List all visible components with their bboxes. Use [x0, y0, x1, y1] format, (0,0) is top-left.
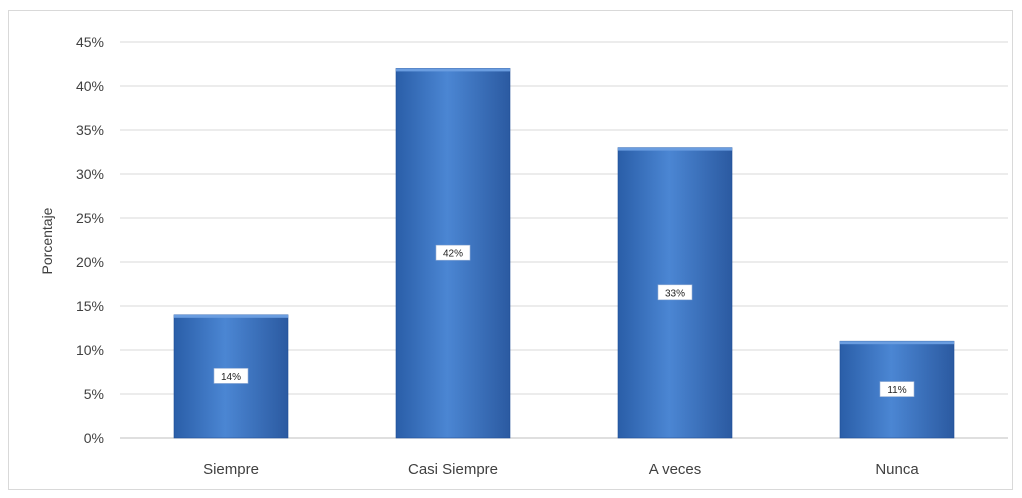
- y-tick-label: 35%: [76, 122, 104, 138]
- y-tick-label: 20%: [76, 254, 104, 270]
- data-label: 33%: [665, 288, 685, 299]
- y-tick-label: 0%: [84, 430, 104, 446]
- y-tick-label: 45%: [76, 34, 104, 50]
- data-label: 14%: [221, 372, 241, 383]
- data-label: 42%: [443, 249, 463, 260]
- y-tick-labels: 0% 5% 10% 15% 20% 25% 30% 35% 40% 45%: [76, 34, 104, 446]
- x-category-label: Nunca: [875, 461, 919, 478]
- x-category-label: Casi Siempre: [408, 461, 498, 478]
- data-label-box: [879, 381, 915, 397]
- y-tick-label: 5%: [84, 386, 104, 402]
- y-tick-label: 40%: [76, 78, 104, 94]
- y-tick-label: 10%: [76, 342, 104, 358]
- data-labels: 14% 42% 33% 11%: [213, 244, 915, 397]
- x-category-label: Siempre: [203, 461, 259, 478]
- y-tick-label: 15%: [76, 298, 104, 314]
- data-label-box: [213, 368, 249, 384]
- y-tick-label: 30%: [76, 166, 104, 182]
- y-axis-label: Porcentaje: [39, 207, 55, 274]
- y-tick-label: 25%: [76, 210, 104, 226]
- bars: [173, 68, 955, 439]
- bar-top-highlight: [618, 147, 732, 151]
- bar-top-highlight: [174, 314, 288, 318]
- bar-top-highlight: [396, 68, 510, 72]
- data-label-box: [657, 284, 693, 301]
- x-category-labels: Siempre Casi Siempre A veces Nunca: [203, 461, 919, 478]
- bar-top-highlight: [840, 341, 954, 345]
- x-category-label: A veces: [649, 461, 702, 478]
- data-label: 11%: [887, 385, 906, 396]
- data-label-box: [435, 244, 471, 261]
